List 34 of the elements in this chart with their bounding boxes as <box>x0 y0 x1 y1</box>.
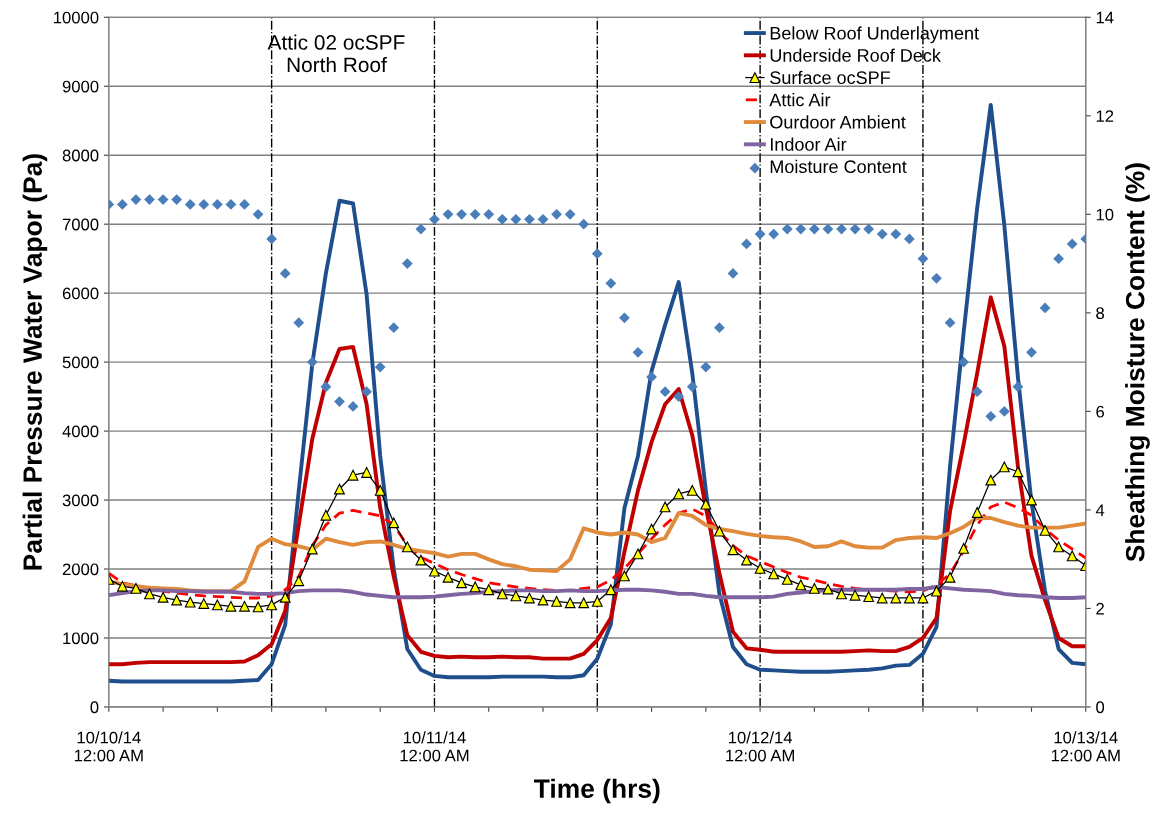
y2-tick-label: 10 <box>1096 208 1114 221</box>
y-tick-label: 10000 <box>54 11 99 24</box>
y-tick-label: 2000 <box>62 563 99 576</box>
y-tick-label: 9000 <box>62 80 99 93</box>
y2-tick-label: 8 <box>1096 307 1105 320</box>
y-tick-label: 7000 <box>62 218 99 231</box>
y-tick-label: 0 <box>90 701 99 714</box>
legend-label: Ourdoor Ambient <box>770 115 906 129</box>
legend-label: Surface ocSPF <box>770 70 890 85</box>
legend-label: Attic Air <box>769 93 831 107</box>
y2-tick-label: 2 <box>1096 602 1104 615</box>
y2-tick-label: 6 <box>1096 405 1105 418</box>
y-tick-label: 6000 <box>62 287 99 300</box>
x-tick-label: 10/12/14 12:00 AM <box>726 731 794 762</box>
legend-label: Indoor Air <box>770 137 847 151</box>
line-series <box>108 295 1086 667</box>
y2-axis-title: Sheathing Moisture Content (%) <box>1125 163 1150 562</box>
x-axis-title: Time (hrs) <box>534 778 660 804</box>
y-tick-label: 1000 <box>63 632 99 645</box>
legend-label: Below Roof Underlayment <box>770 26 979 44</box>
y2-tick-label: 14 <box>1096 11 1114 24</box>
x-tick-label: 10/11/14 12:00 AM <box>400 731 469 762</box>
y2-tick-label: 0 <box>1096 701 1105 714</box>
y-tick-label: 5000 <box>62 356 99 369</box>
annotation: Attic 02 ocSPF North Roof <box>267 34 405 73</box>
y2-tick-label: 12 <box>1096 110 1114 122</box>
y-tick-label: 8000 <box>62 149 99 162</box>
y-tick-label: 4000 <box>62 425 99 438</box>
x-tick-label: 10/13/14 12:00 AM <box>1051 731 1120 762</box>
y-tick-label: 3000 <box>62 494 99 507</box>
x-tick-label: 10/10/14 12:00 AM <box>74 731 143 762</box>
legend-label: Moisture Content <box>770 159 907 174</box>
y-axis-title: Partial Pressure Water Vapor (Pa) <box>22 154 48 570</box>
y2-tick-label: 4 <box>1095 504 1105 516</box>
